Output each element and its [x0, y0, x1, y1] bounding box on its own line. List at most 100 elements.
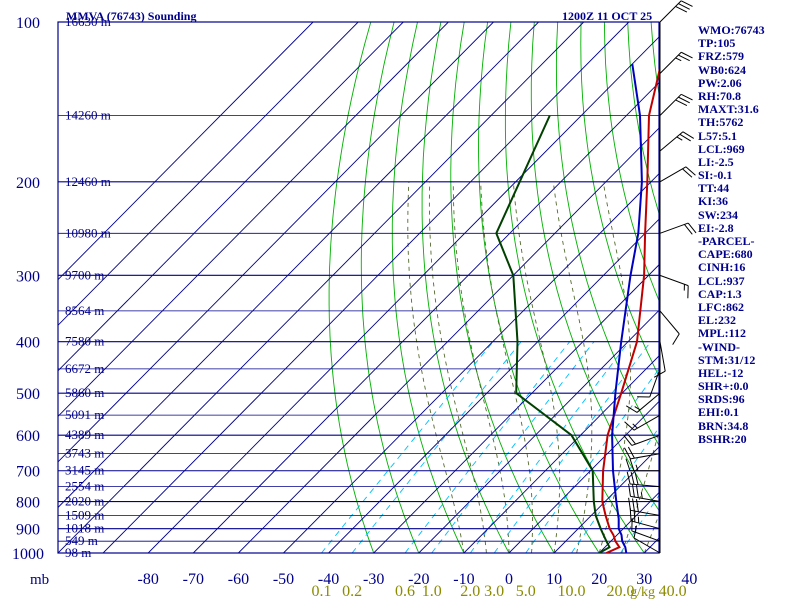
dry-adiabat-line	[421, 22, 510, 553]
wind-barb-flag	[682, 168, 693, 178]
wind-barb-staff	[631, 530, 661, 542]
mixing-ratio-label: 20.0	[606, 583, 634, 600]
background-lines	[58, 22, 659, 553]
height-label: 5091 m	[65, 407, 104, 422]
isotherm-line	[508, 400, 659, 553]
mixing-ratio-label: 0.2	[342, 583, 362, 600]
wind-barb-staff	[630, 483, 661, 488]
wind-barb-flag	[653, 370, 666, 378]
index-item: SW:234	[698, 207, 739, 222]
wind-barb	[659, 93, 693, 116]
isotherm-line	[58, 22, 494, 463]
wind-barb-staff	[630, 495, 661, 503]
wind-barb-staff	[636, 392, 661, 413]
isotherm-line	[553, 446, 659, 553]
dry-adiabat-line	[360, 22, 420, 553]
isotherm-line	[147, 36, 659, 553]
stability-indices-panel: WMO:76743 TP:105 FRZ:579 WB0:624 PW:2.06 RH:7…	[698, 23, 800, 446]
wind-barb	[659, 166, 696, 183]
wind-barbs	[623, 0, 697, 554]
wind-barb-flag	[628, 483, 631, 497]
x-tick-label: -70	[183, 571, 204, 588]
index-item: FRZ:579	[698, 49, 744, 64]
x-tick-label: -20	[408, 571, 429, 588]
index-item: EL:232	[698, 313, 737, 328]
moist-adiabat-line	[480, 181, 533, 553]
index-item: KI:36	[698, 194, 728, 209]
index-item: STM:31/12	[698, 352, 756, 367]
y-tick-label: 500	[16, 386, 40, 403]
height-label: 4389 m	[65, 427, 104, 442]
dry-adiabat-line	[530, 22, 659, 512]
dry-adiabat-line	[580, 22, 659, 378]
wind-barb-flag	[679, 133, 691, 142]
height-label: 12460 m	[65, 174, 111, 189]
isotherm-line	[283, 173, 659, 553]
x-tick-label: 20	[591, 571, 607, 588]
y-unit-label: mb	[30, 572, 49, 588]
height-label: 8564 m	[65, 303, 104, 318]
x-tick-label: -60	[228, 571, 249, 588]
wind-barb	[653, 341, 666, 378]
chart-timestamp: 1200Z 11 OCT 25	[562, 9, 653, 23]
index-item: TH:5762	[698, 115, 744, 130]
index-item: -WIND-	[698, 339, 740, 354]
x-tick-label: 10	[546, 571, 562, 588]
wind-barb-half-flag	[640, 492, 643, 499]
wind-barb-flag	[678, 96, 690, 104]
wind-barb-flag	[635, 499, 639, 512]
wind-barb-flag	[627, 446, 635, 459]
wind-barb-flag	[625, 458, 631, 471]
moist-adiabat-line	[428, 181, 487, 553]
wind-barb-flag	[632, 484, 635, 498]
wind-barb-flag	[624, 421, 635, 431]
temperature-line	[601, 68, 659, 553]
index-item: CAPE:680	[698, 247, 753, 262]
wind-barb-flag	[634, 472, 639, 485]
index-item: L57:5.1	[698, 128, 737, 143]
y-tick-label: 800	[16, 495, 40, 512]
moist-adiabat-line	[512, 181, 561, 553]
wind-barb-flag	[682, 131, 695, 139]
wind-barb	[659, 274, 689, 299]
isobar-isotherm-grid	[57, 21, 660, 554]
index-item: EHI:0.1	[698, 405, 740, 420]
isotherm-line	[418, 309, 659, 553]
wind-barb-flag	[628, 497, 631, 511]
index-item: SHR+:0.0	[698, 379, 749, 394]
wind-barb-flag	[685, 166, 696, 176]
wind-barb-flag	[630, 471, 635, 485]
wind-barb-staff	[649, 368, 661, 398]
x-tick-label: -30	[363, 571, 384, 588]
wind-barb-flag	[684, 224, 693, 235]
index-item: EI:-2.8	[698, 220, 734, 235]
dry-adiabat-line	[478, 22, 600, 553]
index-item: RH:70.8	[698, 88, 741, 103]
wind-barb-flag	[680, 93, 693, 101]
height-label: 7580 m	[65, 334, 104, 349]
y-tick-label: 200	[16, 175, 40, 192]
wind-barb-staff	[633, 414, 661, 431]
wind-barb-flag	[680, 0, 693, 7]
wind-barb	[659, 310, 680, 345]
index-item: LCL:969	[698, 141, 745, 156]
wind-barb-staff	[659, 274, 689, 287]
wind-barb	[631, 518, 661, 542]
index-item: LI:-2.5	[698, 154, 734, 169]
mixing-ratio-line	[404, 341, 571, 553]
y-tick-label: 400	[16, 335, 40, 352]
x-tick-label: -10	[453, 571, 474, 588]
parcel-line	[611, 63, 643, 553]
x-tick-label: -80	[138, 571, 159, 588]
wind-barb-staff	[659, 222, 689, 234]
wind-barb-flag	[675, 99, 688, 107]
isotherm-line	[463, 355, 659, 553]
index-item: TT:44	[698, 181, 730, 196]
wind-barb-flag	[635, 485, 639, 498]
index-item: SI:-0.1	[698, 168, 733, 183]
height-label: 2020 m	[65, 494, 104, 509]
wind-barb-flag	[623, 447, 631, 460]
wind-barb-staff	[630, 520, 661, 530]
index-item: SRDS:96	[698, 392, 745, 407]
